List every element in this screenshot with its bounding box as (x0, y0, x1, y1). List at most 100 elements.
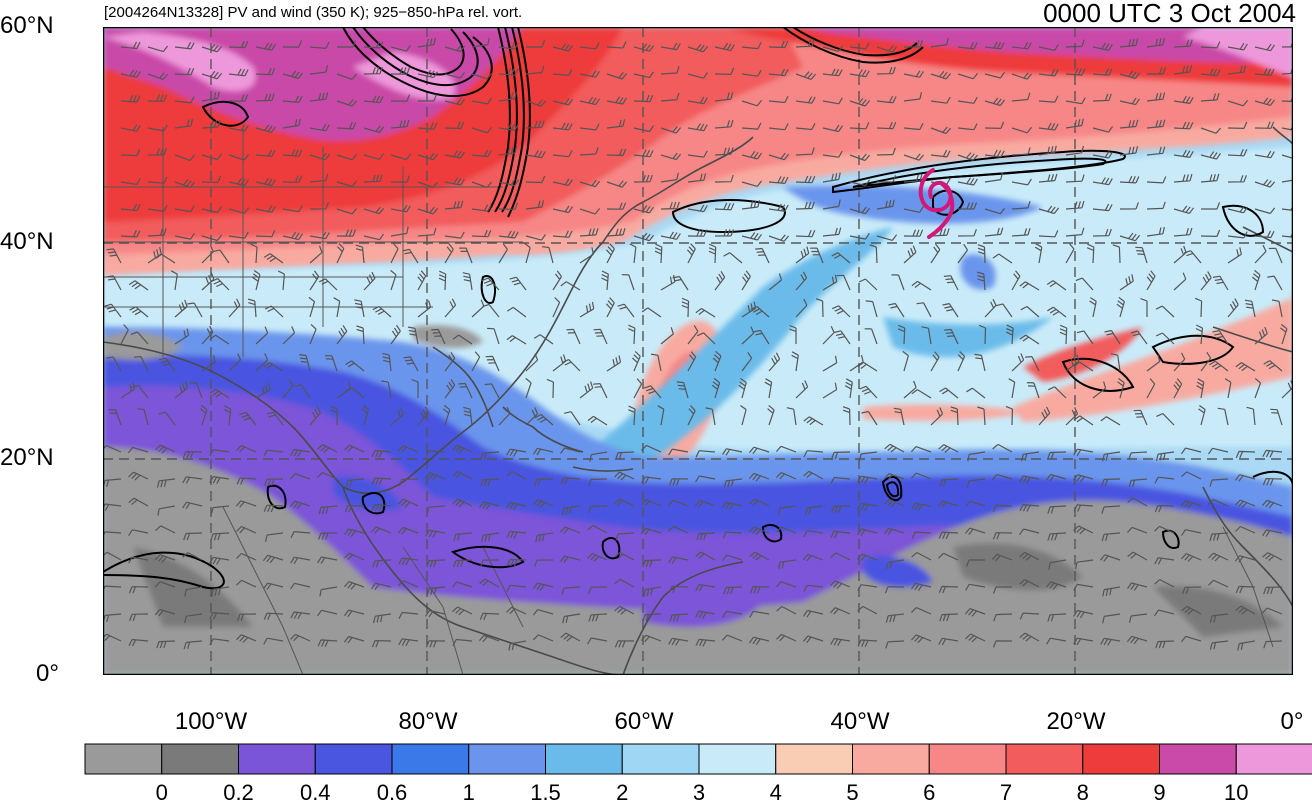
wind-barb (1208, 579, 1229, 588)
wind-barb (1119, 232, 1141, 242)
wind-barb (128, 556, 149, 564)
wind-barb (1173, 121, 1194, 130)
wind-barb (1198, 405, 1206, 426)
wind-barb (561, 505, 581, 516)
wind-barb (1076, 330, 1094, 345)
wind-barb (695, 475, 716, 483)
wind-barb (579, 208, 601, 215)
wind-barb (506, 606, 527, 615)
wind-barb (235, 500, 257, 508)
wind-barb (741, 122, 762, 130)
wind-barb (1073, 448, 1094, 457)
wind-barb (552, 178, 573, 186)
wind-barb (1209, 532, 1229, 542)
wind-barb (768, 234, 790, 242)
wind-barb (1212, 330, 1229, 345)
wind-barb (154, 581, 176, 588)
colorbar-tick-label: 0.6 (376, 780, 408, 805)
wind-barb (668, 478, 689, 486)
wind-barb (1048, 559, 1067, 570)
wind-barb (741, 200, 761, 210)
wind-barb (317, 444, 338, 453)
wind-barb (1130, 330, 1148, 345)
wind-barb (397, 526, 419, 535)
wind-barb (1227, 99, 1249, 107)
pv-field-ne-atlantic (863, 297, 1293, 422)
wind-barb (236, 579, 257, 588)
wind-barb (104, 303, 122, 318)
wind-barb (1092, 381, 1107, 399)
wind-barb (479, 612, 500, 621)
wind-barb (1227, 205, 1248, 214)
wind-barb (1104, 329, 1121, 345)
wind-barb (643, 385, 662, 399)
wind-barb (236, 525, 257, 534)
wind-barb (390, 324, 401, 345)
colorbar-swatch (928, 743, 1007, 775)
wind-barb (930, 96, 951, 104)
wind-barb (964, 608, 986, 617)
wind-barb (263, 504, 284, 513)
wind-barb (992, 443, 1013, 453)
lon-label-20w: 20°W (1046, 708, 1106, 735)
wind-barb (1224, 378, 1232, 399)
wind-barb (120, 94, 141, 103)
wind-barb (965, 559, 985, 567)
wind-barb (290, 633, 311, 642)
wind-barb (601, 270, 609, 291)
wind-barb (174, 154, 196, 161)
wind-barb (1019, 612, 1040, 620)
wind-barb (398, 557, 419, 566)
wind-barb (916, 302, 932, 318)
colorbar-swatch (1159, 743, 1237, 775)
wind-barb (605, 243, 615, 264)
wind-barb (128, 529, 149, 537)
colorbar (84, 743, 1312, 775)
wind-barb (1126, 635, 1148, 645)
lat-label-40: 40°N (0, 228, 54, 255)
wind-barb (546, 378, 554, 399)
wind-barb (120, 148, 141, 157)
wind-barb (579, 96, 600, 106)
wind-barb (471, 97, 492, 105)
wind-barb (789, 324, 797, 344)
wind-barb (147, 72, 169, 80)
wind-barb (696, 332, 716, 345)
wind-barb (525, 353, 539, 372)
wind-barb (255, 382, 271, 399)
colorbar-swatch (391, 743, 470, 775)
wind-barb (938, 637, 959, 646)
wind-barb (147, 45, 169, 53)
wind-barb (120, 382, 135, 399)
wind-barb (157, 505, 176, 516)
wind-barb (560, 555, 581, 564)
wind-barb (228, 68, 249, 77)
wind-barb (1126, 526, 1148, 534)
wind-barb (442, 404, 451, 426)
wind-barb (795, 298, 808, 318)
wind-barb (236, 477, 257, 485)
wind-barb (822, 274, 838, 291)
wind-barb (417, 181, 439, 188)
wind-barb (182, 501, 203, 510)
wind-barb (876, 147, 896, 156)
wind-barb (189, 382, 203, 399)
wind-barb (593, 328, 608, 345)
wind-barb (831, 305, 851, 318)
wind-barb (1281, 95, 1293, 103)
wind-barb (134, 356, 149, 372)
wind-barb (552, 270, 563, 291)
wind-barb (355, 244, 365, 264)
wind-barb (1200, 68, 1221, 77)
wind-barb (712, 350, 722, 372)
wind-barb (174, 41, 195, 50)
wind-barb (1065, 407, 1079, 426)
wind-barb (911, 531, 932, 539)
wind-barb (1119, 202, 1139, 210)
wind-barb (336, 229, 357, 237)
wind-barb (174, 179, 196, 188)
wind-barb (560, 281, 581, 291)
colorbar-tick-label: 0 (155, 780, 168, 805)
colorbar-tick-label: 8 (1076, 780, 1089, 805)
wind-barb (344, 505, 365, 513)
